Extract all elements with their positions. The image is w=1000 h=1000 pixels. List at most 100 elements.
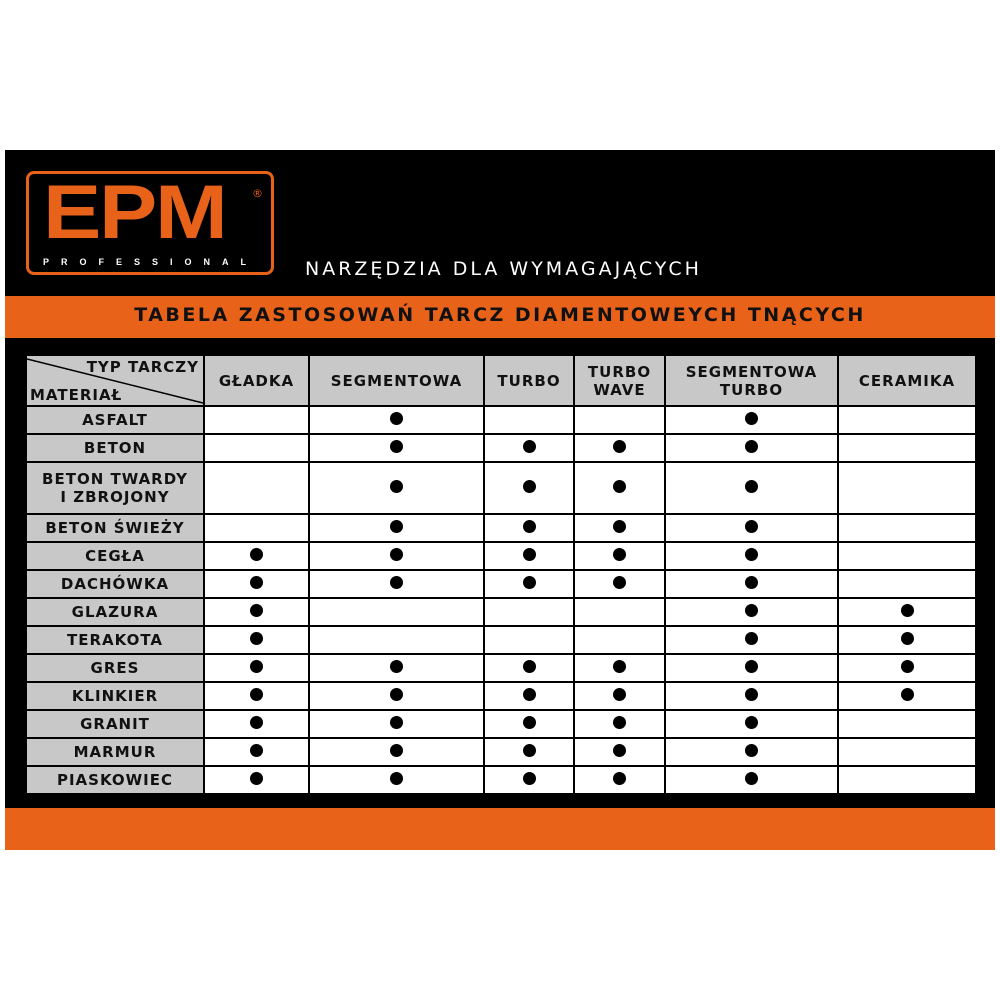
table-row: GLAZURA <box>25 597 977 627</box>
compatibility-cell <box>837 597 977 627</box>
material-cell: DACHÓWKA <box>25 569 205 599</box>
compatibility-cell <box>483 709 575 739</box>
material-cell: ASFALT <box>25 405 205 435</box>
dot-icon <box>745 688 758 701</box>
compatibility-cell <box>203 709 310 739</box>
dot-icon <box>745 440 758 453</box>
table-row: CEGŁA <box>25 541 977 571</box>
material-cell: TERAKOTA <box>25 625 205 655</box>
material-name: DACHÓWKA <box>60 575 170 593</box>
dot-icon <box>390 412 403 425</box>
compatibility-cell <box>837 513 977 543</box>
compatibility-cell <box>308 765 485 795</box>
compatibility-cell <box>837 653 977 683</box>
compatibility-cell <box>573 653 666 683</box>
dot-icon <box>390 576 403 589</box>
compatibility-cell <box>573 597 666 627</box>
compatibility-cell <box>483 597 575 627</box>
dot-icon <box>250 548 263 561</box>
compatibility-cell <box>664 765 839 795</box>
compatibility-cell <box>664 433 839 463</box>
compatibility-cell <box>837 625 977 655</box>
dot-icon <box>522 576 536 589</box>
dot-icon <box>522 688 536 701</box>
column-header-line: TURBO <box>587 362 652 381</box>
dot-icon <box>745 412 758 425</box>
compatibility-cell <box>483 625 575 655</box>
dot-icon <box>390 660 403 673</box>
compatibility-cell <box>483 737 575 767</box>
compatibility-cell <box>837 461 977 515</box>
dot-icon <box>613 576 626 589</box>
column-header-line: SEGMENTOWA <box>330 371 463 390</box>
dot-icon <box>390 716 403 729</box>
dot-icon <box>522 772 536 785</box>
dot-icon <box>613 548 626 561</box>
material-name: MARMUR <box>73 743 157 761</box>
material-name: TERAKOTA <box>66 631 163 649</box>
compatibility-cell <box>664 541 839 571</box>
material-name: ASFALT <box>82 411 148 429</box>
material-cell: GRES <box>25 653 205 683</box>
material-cell: GRANIT <box>25 709 205 739</box>
compatibility-cell <box>483 541 575 571</box>
dot-icon <box>900 632 914 645</box>
compatibility-cell <box>308 653 485 683</box>
column-header: GŁADKA <box>203 354 310 407</box>
material-name: BETON <box>83 439 147 457</box>
compatibility-cell <box>308 405 485 435</box>
dot-icon <box>745 480 758 493</box>
material-name: BETON TWARDY <box>42 470 188 488</box>
dot-icon <box>522 660 536 673</box>
column-header: TURBO <box>483 354 575 407</box>
dot-icon <box>745 604 758 617</box>
compatibility-cell <box>837 569 977 599</box>
table-row: BETON <box>25 433 977 463</box>
table-row: PIASKOWIEC <box>25 765 977 795</box>
compatibility-cell <box>203 597 310 627</box>
compatibility-cell <box>308 569 485 599</box>
dot-icon <box>250 688 263 701</box>
compatibility-cell <box>308 541 485 571</box>
dot-icon <box>613 480 626 493</box>
compatibility-cell <box>203 625 310 655</box>
compatibility-cell <box>483 569 575 599</box>
compatibility-cell <box>483 405 575 435</box>
dot-icon <box>250 632 263 645</box>
dot-icon <box>745 660 758 673</box>
disc-type-label: TYP TARCZY <box>86 358 199 376</box>
dot-icon <box>390 440 403 453</box>
compatibility-cell <box>573 541 666 571</box>
compatibility-cell <box>573 625 666 655</box>
compatibility-cell <box>308 513 485 543</box>
table-row: MARMUR <box>25 737 977 767</box>
material-cell: BETON <box>25 433 205 463</box>
dot-icon <box>613 716 626 729</box>
dot-icon <box>250 604 263 617</box>
compatibility-cell <box>664 461 839 515</box>
material-name: KLINKIER <box>71 687 159 705</box>
compatibility-cell <box>664 405 839 435</box>
column-header-line: SEGMENTOWA <box>685 362 818 381</box>
material-name: PIASKOWIEC <box>56 771 174 789</box>
dot-icon <box>522 548 536 561</box>
bottom-band <box>5 808 995 850</box>
compatibility-cell <box>483 433 575 463</box>
slogan: NARZĘDZIA DLA WYMAGAJĄCYCH <box>305 258 702 280</box>
material-name: GLAZURA <box>71 603 159 621</box>
table-row: DACHÓWKA <box>25 569 977 599</box>
dot-icon <box>522 520 536 533</box>
material-cell: BETON ŚWIEŻY <box>25 513 205 543</box>
table-row: ASFALT <box>25 405 977 435</box>
material-cell: MARMUR <box>25 737 205 767</box>
compatibility-cell <box>573 461 666 515</box>
compatibility-cell <box>203 765 310 795</box>
dot-icon <box>250 772 263 785</box>
compatibility-cell <box>664 597 839 627</box>
dot-icon <box>390 772 403 785</box>
dot-icon <box>900 604 914 617</box>
compatibility-cell <box>483 653 575 683</box>
compatibility-cell <box>664 653 839 683</box>
registered-mark: ® <box>252 187 263 200</box>
table-row: GRES <box>25 653 977 683</box>
